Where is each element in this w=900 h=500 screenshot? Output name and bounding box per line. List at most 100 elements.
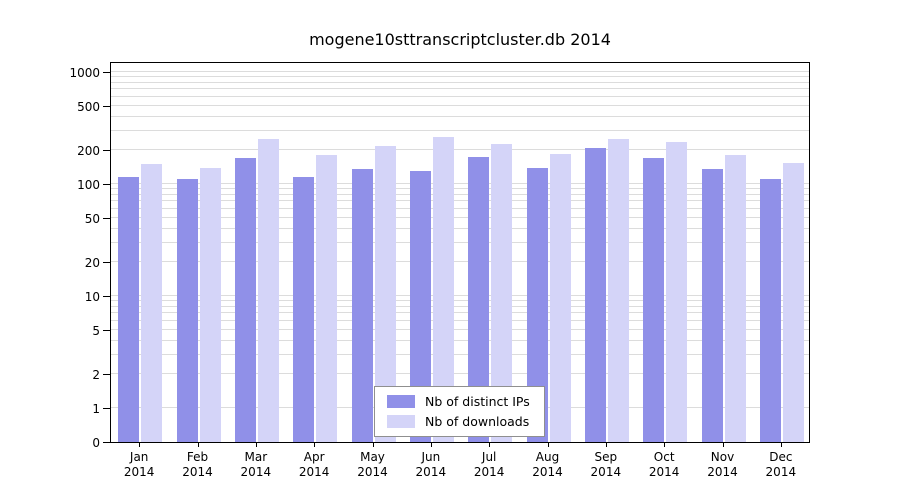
gridline xyxy=(111,339,809,341)
gridline xyxy=(111,149,809,151)
bar-downloads xyxy=(257,138,279,442)
legend-item-distinct-ips: Nb of distinct IPs xyxy=(387,394,530,409)
x-tick xyxy=(547,443,549,447)
y-tick-label: 20 xyxy=(84,256,100,271)
gridline xyxy=(111,76,809,78)
gridline xyxy=(111,129,809,131)
legend-label-distinct-ips: Nb of distinct IPs xyxy=(425,394,530,409)
bar-distinct-ips xyxy=(118,177,140,442)
bar-downloads xyxy=(316,155,338,442)
bar-distinct-ips xyxy=(176,178,198,442)
x-tick-label: Apr 2014 xyxy=(298,450,330,479)
gridline xyxy=(111,227,809,229)
y-tick-label: 2 xyxy=(92,368,100,383)
gridline xyxy=(111,115,809,117)
gridline xyxy=(111,193,809,195)
y-tick-label: 100 xyxy=(77,178,100,192)
gridline xyxy=(111,188,809,190)
chart-title: mogene10sttranscriptcluster.db 2014 xyxy=(309,30,611,49)
bar-downloads xyxy=(549,154,571,442)
gridline xyxy=(111,207,809,209)
x-tick xyxy=(664,443,666,447)
bar-distinct-ips xyxy=(351,169,373,442)
legend-item-downloads: Nb of downloads xyxy=(387,414,530,429)
x-tick-label: Dec 2014 xyxy=(765,450,797,479)
gridline xyxy=(111,104,809,106)
x-tick xyxy=(430,443,432,447)
x-tick-label: May 2014 xyxy=(357,450,388,479)
x-tick-label: Nov 2014 xyxy=(707,450,738,479)
y-tick xyxy=(103,150,110,152)
legend: Nb of distinct IPs Nb of downloads xyxy=(374,386,545,437)
y-tick xyxy=(103,262,110,264)
gridline xyxy=(111,71,809,72)
bar-distinct-ips xyxy=(701,169,723,442)
y-tick xyxy=(103,408,110,409)
bar-distinct-ips xyxy=(409,171,431,442)
x-tick xyxy=(372,443,374,447)
bar-distinct-ips xyxy=(293,177,315,442)
bar-downloads xyxy=(432,136,454,442)
bar-downloads xyxy=(141,164,163,442)
x-tick xyxy=(605,443,607,447)
gridline xyxy=(111,300,809,302)
y-tick xyxy=(103,374,110,376)
gridline xyxy=(111,373,809,375)
y-tick xyxy=(103,442,110,443)
y-tick xyxy=(103,329,110,331)
y-tick xyxy=(103,105,110,107)
x-tick xyxy=(489,443,491,447)
bar-distinct-ips xyxy=(526,167,548,442)
legend-swatch-distinct-ips xyxy=(387,395,415,408)
bar-downloads xyxy=(491,143,513,442)
bar-downloads xyxy=(199,167,221,442)
gridline xyxy=(111,241,809,243)
y-tick-label: 0 xyxy=(92,436,100,450)
y-tick-label: 10 xyxy=(84,290,100,304)
x-tick xyxy=(314,443,316,447)
x-tick-label: Sep 2014 xyxy=(590,450,622,479)
x-tick-label: Aug 2014 xyxy=(532,450,563,479)
y-tick-label: 50 xyxy=(84,211,100,226)
x-tick xyxy=(255,443,257,447)
y-tick-label: 1 xyxy=(92,402,100,416)
bar-distinct-ips xyxy=(468,156,490,442)
gridline xyxy=(111,200,809,202)
bar-distinct-ips xyxy=(759,179,781,442)
gridline xyxy=(111,95,809,97)
x-tick-label: Mar 2014 xyxy=(240,450,272,479)
gridline xyxy=(111,216,809,218)
x-tick-label: Jun 2014 xyxy=(415,450,447,479)
x-tick-label: Oct 2014 xyxy=(648,450,680,479)
x-tick-label: Feb 2014 xyxy=(182,450,213,479)
x-tick xyxy=(139,443,141,447)
legend-swatch-downloads xyxy=(387,415,415,428)
y-tick xyxy=(103,72,110,73)
y-tick-label: 500 xyxy=(77,99,100,114)
bar-downloads xyxy=(724,155,746,442)
gridline xyxy=(111,319,809,321)
x-tick xyxy=(780,443,782,447)
x-tick-label: Jul 2014 xyxy=(473,450,505,479)
y-tick-label: 200 xyxy=(77,144,100,159)
x-tick xyxy=(197,443,199,447)
plot-area: Nb of distinct IPs Nb of downloads xyxy=(110,62,810,443)
gridline xyxy=(111,295,809,296)
gridline xyxy=(111,328,809,330)
gridline xyxy=(111,353,809,355)
x-tick-label: Jan 2014 xyxy=(123,450,155,479)
gridline xyxy=(111,312,809,314)
y-tick xyxy=(103,296,110,297)
gridline xyxy=(111,81,809,83)
y-tick xyxy=(103,217,110,219)
bar-distinct-ips xyxy=(234,158,256,442)
y-tick-label: 1000 xyxy=(69,66,100,80)
gridline xyxy=(111,88,809,90)
y-tick-label: 5 xyxy=(92,323,100,338)
gridline xyxy=(111,305,809,307)
bar-downloads xyxy=(607,139,629,442)
gridline xyxy=(111,261,809,263)
gridline xyxy=(111,183,809,184)
legend-label-downloads: Nb of downloads xyxy=(425,414,530,429)
